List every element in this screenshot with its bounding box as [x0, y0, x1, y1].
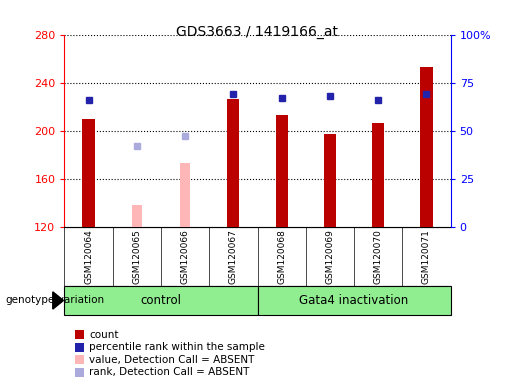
Bar [372, 123, 384, 227]
Text: control: control [141, 294, 181, 307]
Text: GSM120068: GSM120068 [277, 229, 286, 284]
Text: percentile rank within the sample: percentile rank within the sample [90, 342, 265, 352]
Bar [75, 355, 84, 364]
Text: GSM120069: GSM120069 [325, 229, 334, 284]
Bar [64, 286, 258, 315]
Text: GSM120065: GSM120065 [132, 229, 141, 284]
Bar [324, 134, 336, 227]
Text: count: count [90, 330, 119, 340]
Text: GSM120070: GSM120070 [374, 229, 383, 284]
Bar [82, 119, 95, 227]
Text: Gata4 inactivation: Gata4 inactivation [299, 294, 409, 307]
Polygon shape [53, 292, 63, 309]
Bar [420, 67, 433, 227]
Bar [258, 286, 451, 315]
Bar [227, 99, 239, 227]
Bar [180, 163, 190, 227]
Bar [132, 205, 142, 227]
Text: GSM120066: GSM120066 [181, 229, 190, 284]
Text: GDS3663 / 1419166_at: GDS3663 / 1419166_at [177, 25, 338, 39]
Bar [75, 368, 84, 377]
Text: GSM120071: GSM120071 [422, 229, 431, 284]
Text: GSM120067: GSM120067 [229, 229, 238, 284]
Bar [75, 330, 84, 339]
Text: value, Detection Call = ABSENT: value, Detection Call = ABSENT [90, 355, 255, 365]
Text: genotype/variation: genotype/variation [5, 295, 104, 306]
Text: rank, Detection Call = ABSENT: rank, Detection Call = ABSENT [90, 367, 250, 377]
Bar [276, 115, 288, 227]
Text: GSM120064: GSM120064 [84, 229, 93, 284]
Bar [75, 343, 84, 352]
